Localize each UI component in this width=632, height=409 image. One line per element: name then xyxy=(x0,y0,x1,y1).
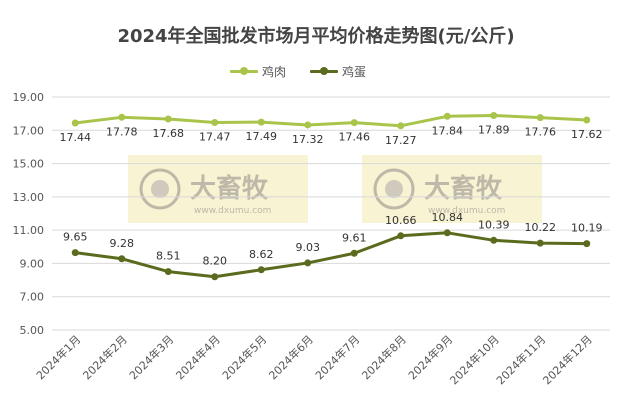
series-line-chicken xyxy=(75,113,587,128)
data-point xyxy=(71,119,79,127)
data-point xyxy=(350,249,358,257)
data-point xyxy=(536,239,544,247)
watermarks: 大畜牧 www.dxumu.com 大畜牧 www.dxumu.com xyxy=(128,155,542,223)
data-label: 8.51 xyxy=(156,250,181,263)
data-point xyxy=(164,115,172,123)
x-tick-label: 2024年12月 xyxy=(540,332,595,387)
x-tick-label: 2024年9月 xyxy=(405,332,455,382)
y-tick-label: 7.00 xyxy=(20,291,45,304)
x-tick-label: 2024年6月 xyxy=(266,332,316,382)
x-tick-label: 2024年1月 xyxy=(33,332,83,382)
x-axis: 2024年1月2024年2月2024年3月2024年4月2024年5月2024年… xyxy=(33,332,595,387)
data-label: 17.49 xyxy=(246,130,278,143)
data-point xyxy=(164,268,172,276)
data-point xyxy=(211,273,219,281)
data-point xyxy=(118,255,126,263)
x-tick-label: 2024年3月 xyxy=(126,332,176,382)
data-point xyxy=(257,266,265,274)
legend-label-egg: 鸡蛋 xyxy=(342,64,367,79)
watermark-logo-ring xyxy=(139,168,181,210)
watermark-logo-core xyxy=(151,180,169,198)
data-point xyxy=(118,113,126,121)
data-point xyxy=(583,116,591,124)
data-label: 17.47 xyxy=(199,130,231,143)
data-label: 8.62 xyxy=(249,248,274,261)
x-tick-label: 2024年7月 xyxy=(312,332,362,382)
watermark-logo-ring xyxy=(373,168,415,210)
data-label: 10.39 xyxy=(478,218,510,231)
watermark-url: www.dxumu.com xyxy=(428,206,505,216)
data-label: 17.46 xyxy=(339,131,371,144)
data-point xyxy=(304,121,312,129)
data-labels: 17.44 17.78 17.68 17.47 17.49 17.32 17.46 17.27… xyxy=(60,123,603,267)
data-label: 17.84 xyxy=(432,124,464,137)
data-point xyxy=(443,229,451,237)
data-label: 17.32 xyxy=(292,133,324,146)
y-tick-label: 13.00 xyxy=(13,191,45,204)
data-label: 17.27 xyxy=(385,134,417,147)
data-label: 10.84 xyxy=(432,211,464,224)
data-point xyxy=(211,118,219,126)
watermark-logo-core xyxy=(385,180,403,198)
data-label: 17.62 xyxy=(571,128,603,141)
data-label: 17.76 xyxy=(525,126,557,139)
watermark-brand: 大畜牧 xyxy=(424,173,503,204)
data-label: 9.61 xyxy=(342,231,367,244)
x-tick-label: 2024年5月 xyxy=(219,332,269,382)
watermark-2: 大畜牧 www.dxumu.com xyxy=(362,155,542,223)
x-tick-label: 2024年2月 xyxy=(80,332,130,382)
legend-item-chicken: 鸡肉 xyxy=(230,63,286,80)
series-line-egg xyxy=(75,231,587,279)
data-point xyxy=(536,114,544,122)
data-label: 9.65 xyxy=(63,231,88,244)
data-point xyxy=(304,259,312,267)
data-label: 10.22 xyxy=(525,221,557,234)
data-point xyxy=(397,232,405,240)
y-tick-label: 5.00 xyxy=(20,324,45,337)
chart-title: 2024年全国批发市场月平均价格走势图(元/公斤) xyxy=(117,26,515,47)
data-point xyxy=(257,118,265,126)
data-point xyxy=(397,122,405,130)
data-point xyxy=(583,240,591,248)
data-point xyxy=(443,112,451,120)
data-point xyxy=(490,111,498,119)
data-label: 9.28 xyxy=(110,237,135,250)
watermark-1: 大畜牧 www.dxumu.com xyxy=(128,155,308,223)
data-label: 10.19 xyxy=(571,222,603,235)
y-tick-label: 11.00 xyxy=(13,224,45,237)
data-label: 9.03 xyxy=(296,241,321,254)
legend-swatch-egg xyxy=(310,65,339,77)
x-tick-label: 2024年8月 xyxy=(359,332,409,382)
data-label: 17.68 xyxy=(153,127,185,140)
y-tick-label: 9.00 xyxy=(20,257,45,270)
y-tick-label: 17.00 xyxy=(13,124,45,137)
x-tick-label: 2024年4月 xyxy=(173,332,223,382)
watermark-brand: 大畜牧 xyxy=(190,173,269,204)
legend-item-egg: 鸡蛋 xyxy=(310,63,366,80)
y-axis: 19.00 17.00 15.00 13.00 11.00 9.00 7.00 5.00 xyxy=(13,91,45,337)
data-point xyxy=(350,119,358,127)
series-layer xyxy=(71,111,591,281)
data-label: 17.44 xyxy=(60,131,92,144)
y-tick-label: 15.00 xyxy=(13,158,45,171)
data-point xyxy=(71,249,79,257)
watermark-url: www.dxumu.com xyxy=(194,206,271,216)
legend: 鸡肉 鸡蛋 xyxy=(230,62,390,80)
y-tick-label: 19.00 xyxy=(13,91,45,104)
data-label: 17.89 xyxy=(478,123,510,136)
data-label: 17.78 xyxy=(106,125,138,138)
data-label: 8.20 xyxy=(203,255,228,268)
legend-label-chicken: 鸡肉 xyxy=(262,64,287,79)
grid xyxy=(52,96,610,331)
legend-swatch-chicken xyxy=(230,65,258,77)
data-label: 10.66 xyxy=(385,214,417,227)
data-point xyxy=(490,236,498,244)
